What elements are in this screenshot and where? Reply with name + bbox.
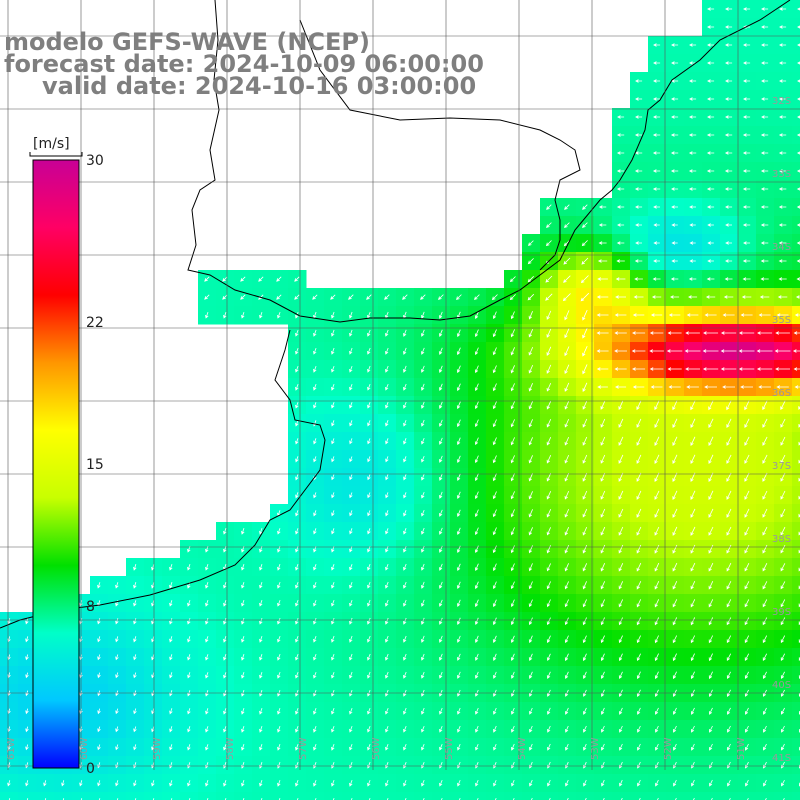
colorbar-tick-label: 0 <box>86 761 95 777</box>
model-title: modelo GEFS-WAVE (NCEP) <box>4 28 370 56</box>
longitude-label: 60W <box>79 737 90 760</box>
latitude-label: 36S <box>772 388 791 399</box>
latitude-label: 32S <box>772 96 791 107</box>
longitude-label: 59W <box>152 737 163 760</box>
colorbar-unit: [m/s] <box>33 136 70 152</box>
latitude-label: 33S <box>772 169 791 180</box>
colorbar-gradient <box>32 159 80 769</box>
latitude-label: 40S <box>772 680 791 691</box>
longitude-label: 61W <box>6 737 17 760</box>
latitude-label: 38S <box>772 534 791 545</box>
longitude-label: 55W <box>444 737 455 760</box>
longitude-label: 58W <box>225 737 236 760</box>
colorbar-tick-label: 8 <box>86 599 95 615</box>
longitude-label: 56W <box>371 737 382 760</box>
latitude-label: 37S <box>772 461 791 472</box>
valid-date: valid date: 2024-10-16 03:00:00 <box>42 72 477 100</box>
latitude-label: 41S <box>772 753 791 764</box>
latitude-label: 35S <box>772 315 791 326</box>
longitude-label: 54W <box>517 737 528 760</box>
longitude-label: 52W <box>663 737 674 760</box>
longitude-label: 57W <box>298 737 309 760</box>
graticule <box>0 0 800 770</box>
latitude-label: 39S <box>772 607 791 618</box>
coastline <box>0 0 791 629</box>
colorbar-tick-label: 22 <box>86 315 104 331</box>
colorbar-tick-label: 30 <box>86 153 104 169</box>
colorbar-tick-label: 15 <box>86 457 104 473</box>
longitude-label: 51W <box>736 737 747 760</box>
longitude-labels: 61W 60W 59W 58W 57W 56W 55W 54W 53W 52W 51W <box>6 737 747 760</box>
latitude-labels: 32S 33S 34S 35S 36S 37S 38S 39S 40S 41S <box>772 96 791 764</box>
colorbar: [m/s] 30 22 15 8 0 <box>29 136 104 777</box>
forecast-date: forecast date: 2024-10-09 06:00:00 <box>4 50 484 78</box>
latitude-label: 34S <box>772 242 791 253</box>
longitude-label: 53W <box>590 737 601 760</box>
